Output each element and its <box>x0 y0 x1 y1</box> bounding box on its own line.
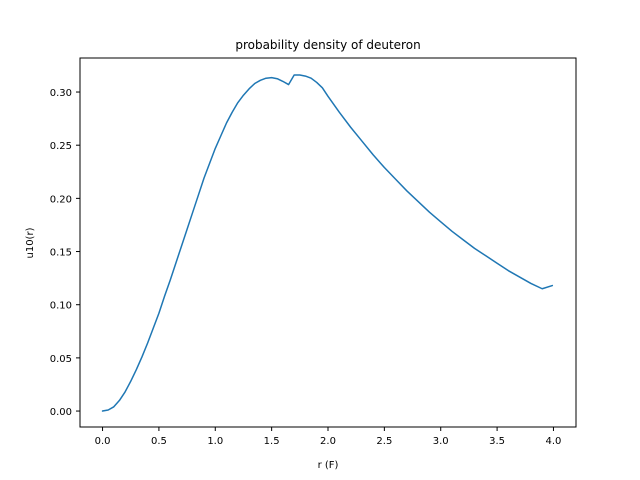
y-tick-label: 0.30 <box>50 88 72 99</box>
x-tick-label: 1.0 <box>207 436 223 447</box>
x-tick-label: 1.5 <box>264 436 280 447</box>
y-tick-label: 0.20 <box>50 194 72 205</box>
x-tick-label: 0.0 <box>95 436 111 447</box>
x-tick-label: 2.5 <box>376 436 392 447</box>
plot-frame <box>79 57 577 428</box>
series-layer <box>101 74 554 412</box>
x-tick-label: 3.0 <box>433 436 449 447</box>
y-tick-label: 0.05 <box>50 354 72 365</box>
y-tick-label: 0.10 <box>50 301 72 312</box>
y-tick-label: 0.00 <box>50 407 72 418</box>
chart-title: probability density of deuteron <box>235 38 420 52</box>
x-tick-label: 0.5 <box>151 436 167 447</box>
series-line <box>101 74 554 412</box>
x-tick-label: 4.0 <box>546 436 562 447</box>
x-axis-label: r (F) <box>318 460 339 471</box>
y-tick-label: 0.25 <box>50 141 72 152</box>
y-axis-label: u10(r) <box>25 227 36 258</box>
x-axis-ticks: 0.0 0.5 1.0 1.5 2.0 2.5 3.0 3.5 4.0 <box>95 427 562 447</box>
x-tick-label: 2.0 <box>320 436 336 447</box>
y-tick-label: 0.15 <box>50 248 72 259</box>
x-tick-label: 3.5 <box>489 436 505 447</box>
y-axis-ticks: 0.00 0.05 0.10 0.15 0.20 0.25 0.30 <box>50 88 80 418</box>
